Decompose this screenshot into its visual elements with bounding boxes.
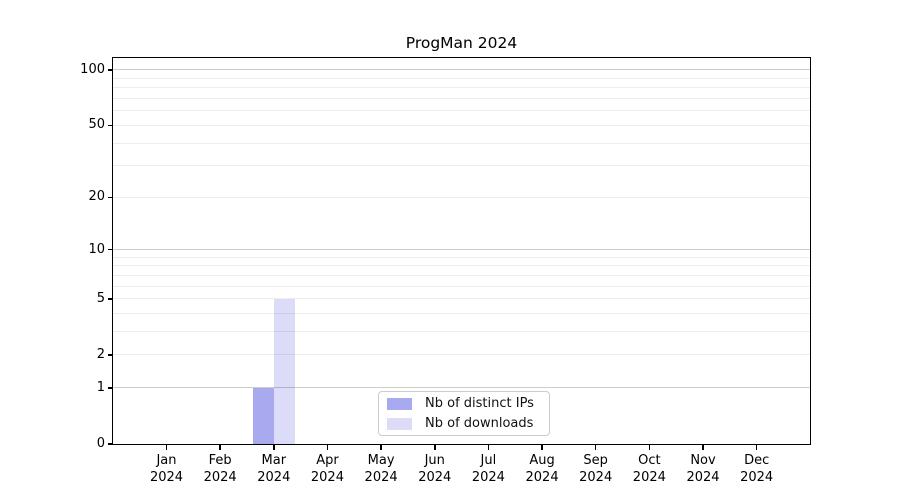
x-tick (219, 445, 221, 450)
y-tick (108, 248, 113, 251)
y-gridline-minor (113, 298, 810, 300)
y-tick (108, 124, 113, 127)
y-tick (108, 69, 113, 71)
grid-layer (113, 58, 810, 444)
y-gridline-minor (113, 165, 810, 167)
y-gridline-minor (113, 331, 810, 333)
x-tick (165, 445, 168, 450)
y-tick-label: 20 (88, 189, 105, 205)
x-tick-label-year: 2024 (364, 470, 398, 485)
x-tick (702, 445, 704, 450)
y-tick (108, 298, 113, 300)
legend: Nb of distinct IPs Nb of downloads (378, 391, 550, 436)
x-tick-label: Dec 2024 (722, 452, 792, 486)
x-tick-label-month: May (367, 453, 395, 468)
y-gridline-minor (113, 87, 810, 89)
y-tick-label: 2 (96, 346, 105, 362)
x-tick-label-month: Jun (424, 453, 445, 468)
y-tick (108, 354, 113, 356)
y-gridline-minor (113, 285, 810, 287)
y-gridline-major (113, 69, 810, 71)
x-tick-label-year: 2024 (632, 470, 666, 485)
x-tick-label-month: Oct (638, 453, 661, 468)
x-tick-label-month: Feb (208, 453, 232, 468)
bar-downloads (273, 298, 296, 444)
y-gridline-minor (113, 110, 810, 112)
x-tick-label-month: Mar (261, 453, 287, 468)
bar-distinct-ips (252, 387, 274, 444)
x-tick-label: Nov 2024 (668, 452, 738, 486)
y-tick-label: 50 (88, 117, 105, 133)
y-gridline-minor (113, 274, 810, 276)
y-gridline-minor (113, 313, 810, 315)
x-tick (273, 445, 275, 450)
x-tick-label-month: Nov (690, 453, 716, 468)
x-tick-label: Apr 2024 (292, 452, 362, 486)
legend-swatch-downloads (387, 417, 412, 430)
x-tick (434, 445, 436, 450)
y-gridline-minor (113, 196, 810, 198)
x-tick-label-year: 2024 (203, 470, 237, 485)
y-gridline-major (113, 387, 810, 389)
y-gridline-minor (113, 77, 810, 79)
y-tick (108, 387, 113, 389)
legend-row-distinct-ips: Nb of distinct IPs (379, 395, 549, 412)
y-tick-label: 1 (96, 379, 105, 395)
x-tick-label-year: 2024 (686, 470, 720, 485)
x-tick (487, 445, 490, 450)
x-tick-label-month: Aug (529, 453, 555, 468)
x-tick (380, 445, 382, 450)
x-tick-label: Oct 2024 (614, 452, 684, 486)
x-tick-label-month: Apr (316, 453, 339, 468)
y-gridline-minor (113, 98, 810, 100)
x-tick-label-year: 2024 (310, 470, 344, 485)
x-tick-label-month: Sep (583, 453, 608, 468)
x-tick-label: Jul 2024 (453, 452, 523, 486)
x-tick-label: Feb 2024 (185, 452, 255, 486)
x-tick-label: May 2024 (346, 452, 416, 486)
y-gridline-minor (113, 256, 810, 258)
y-gridline-minor (113, 142, 810, 144)
x-tick-label-year: 2024 (471, 470, 505, 485)
x-tick-label-year: 2024 (418, 470, 452, 485)
x-tick-label: Jan 2024 (132, 452, 202, 486)
y-gridline-minor (113, 124, 810, 126)
x-tick (541, 445, 543, 450)
y-gridline-major (113, 249, 810, 251)
x-tick-label-year: 2024 (579, 470, 613, 485)
x-tick (326, 445, 329, 450)
x-tick-label-year: 2024 (525, 470, 559, 485)
x-tick-label: Sep 2024 (561, 452, 631, 486)
x-tick-label-month: Jan (156, 453, 177, 468)
y-tick-label: 5 (96, 290, 105, 306)
bars-layer (113, 58, 810, 444)
y-tick-label: 10 (88, 241, 105, 257)
y-gridline-minor (113, 265, 810, 267)
plot-area: Nb of distinct IPs Nb of downloads (112, 57, 811, 445)
y-tick-label: 0 (96, 436, 105, 451)
x-tick-label: Aug 2024 (507, 452, 577, 486)
y-tick (108, 443, 113, 445)
y-tick (108, 196, 113, 199)
x-tick-label: Mar 2024 (239, 452, 309, 486)
chart-title: ProgMan 2024 (405, 34, 518, 52)
legend-swatch-distinct-ips (387, 397, 412, 410)
x-tick-label-year: 2024 (149, 470, 184, 485)
y-tick-label: 100 (80, 61, 105, 77)
legend-row-downloads: Nb of downloads (379, 415, 549, 432)
x-tick-label-month: Dec (744, 453, 770, 468)
x-tick (594, 445, 597, 450)
x-tick-label-year: 2024 (740, 470, 774, 485)
x-tick-label-month: Jul (480, 453, 497, 468)
x-tick-label-year: 2024 (257, 470, 291, 485)
x-tick-label: Jun 2024 (400, 452, 470, 486)
x-tick (648, 445, 651, 450)
y-gridline-minor (113, 354, 810, 356)
x-tick (755, 445, 758, 450)
legend-label-distinct-ips: Nb of distinct IPs (425, 396, 534, 411)
legend-label-downloads: Nb of downloads (425, 416, 534, 431)
